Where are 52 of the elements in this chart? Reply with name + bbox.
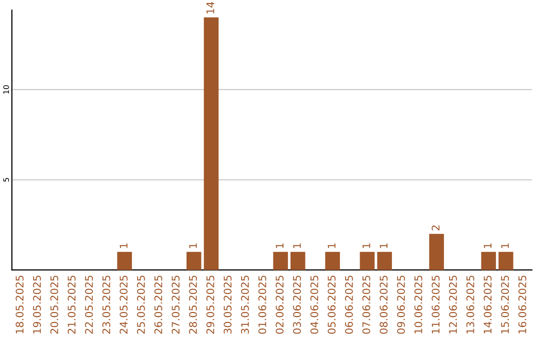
bar <box>186 252 202 270</box>
data-label: 1 <box>484 243 492 248</box>
x-tick-label: 16.06.2025 <box>518 276 526 334</box>
data-label: 2 <box>432 226 440 230</box>
x-tick-label: 05.06.2025 <box>328 276 336 334</box>
bar <box>325 252 340 270</box>
x-tick-label: 23.05.2025 <box>102 276 110 334</box>
x-tick-label: 27.05.2025 <box>172 276 180 334</box>
bar <box>360 252 375 270</box>
x-tick-label: 14.06.2025 <box>484 276 492 334</box>
bar <box>498 252 514 270</box>
data-label: 1 <box>276 243 284 248</box>
x-tick-label: 10.06.2025 <box>414 276 422 334</box>
x-tick-label: 09.06.2025 <box>397 276 405 334</box>
data-label: 1 <box>120 243 128 248</box>
x-tick-label: 26.05.2025 <box>154 276 162 334</box>
data-label: 1 <box>380 243 388 248</box>
bar <box>481 252 496 270</box>
x-tick-label: 04.06.2025 <box>310 276 318 334</box>
x-tick-label: 25.05.2025 <box>137 276 145 334</box>
x-tick-label: 31.05.2025 <box>241 276 249 334</box>
x-tick-label: 21.05.2025 <box>68 276 76 334</box>
bar <box>273 252 288 270</box>
bar <box>429 234 444 270</box>
data-label: 1 <box>501 243 509 248</box>
x-tick-label: 22.05.2025 <box>85 276 93 334</box>
data-label: 1 <box>189 243 197 248</box>
data-label: 1 <box>293 243 301 248</box>
x-tick-label: 24.05.2025 <box>120 276 128 334</box>
bar <box>290 252 306 270</box>
x-tick-label: 02.06.2025 <box>276 276 284 334</box>
x-tick-label: 08.06.2025 <box>380 276 388 334</box>
bar <box>204 17 219 270</box>
x-tick-label: 03.06.2025 <box>293 276 301 334</box>
x-tick-label: 29.05.2025 <box>206 276 214 334</box>
x-tick-label: 18.05.2025 <box>16 276 24 334</box>
x-tick-label: 28.05.2025 <box>189 276 197 334</box>
x-tick-label: 15.06.2025 <box>501 276 509 334</box>
data-label: 14 <box>206 2 214 14</box>
x-tick-label: 07.06.2025 <box>362 276 370 334</box>
x-tick-label: 11.06.2025 <box>432 276 440 334</box>
data-label: 1 <box>328 243 336 248</box>
x-tick-label: 20.05.2025 <box>50 276 58 334</box>
x-tick-label: 19.05.2025 <box>33 276 41 334</box>
x-tick-label: 30.05.2025 <box>224 276 232 334</box>
data-label: 1 <box>362 243 370 248</box>
bar <box>377 252 392 270</box>
x-tick-label: 06.06.2025 <box>345 276 353 334</box>
x-tick-label: 12.06.2025 <box>449 276 457 334</box>
x-tick-label: 13.06.2025 <box>466 276 474 334</box>
bar <box>117 252 132 270</box>
x-tick-label: 01.06.2025 <box>258 276 266 334</box>
